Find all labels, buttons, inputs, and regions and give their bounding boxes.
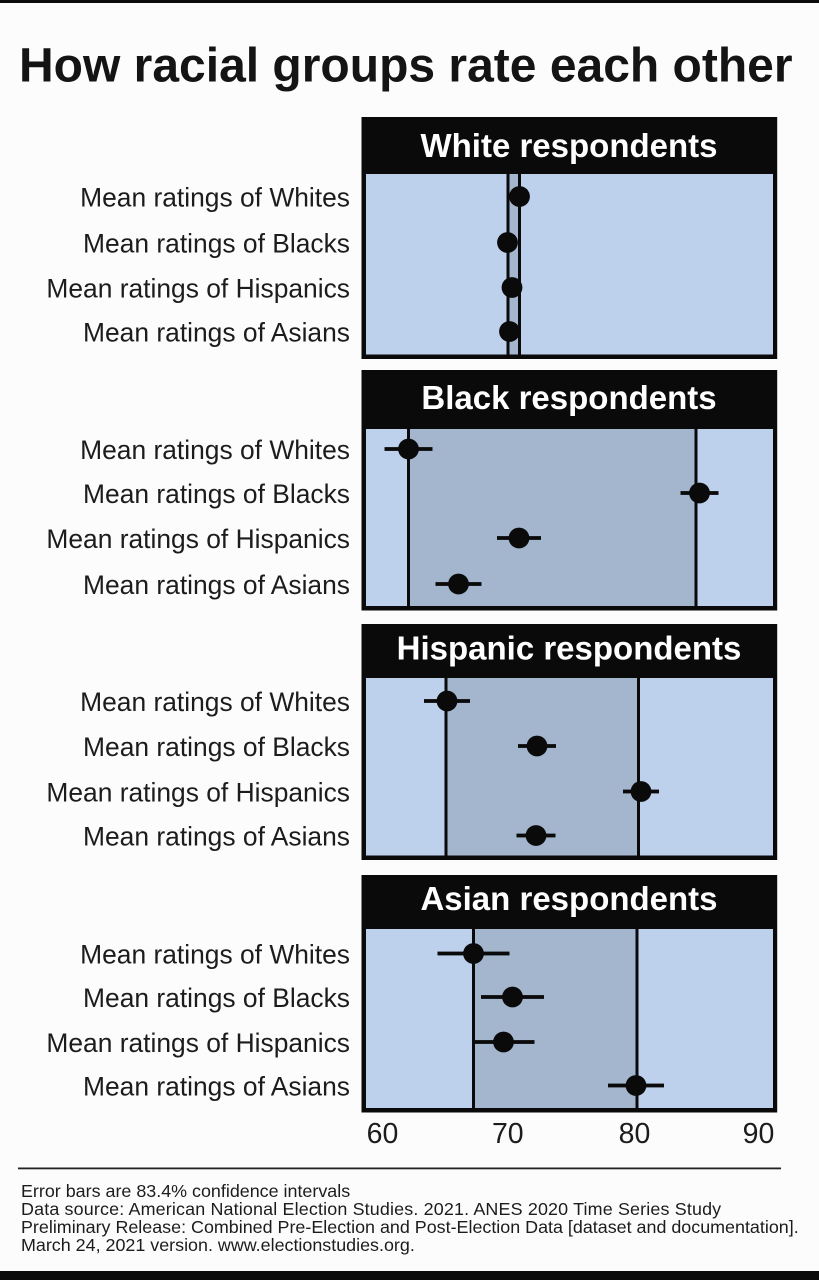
svg-text:March 24, 2021 version. www.el: March 24, 2021 version. www.electionstud… — [21, 1235, 415, 1255]
svg-text:Mean ratings of Asians: Mean ratings of Asians — [83, 318, 350, 348]
svg-text:80: 80 — [619, 1118, 651, 1150]
svg-text:Mean ratings of Whites: Mean ratings of Whites — [80, 687, 350, 717]
svg-text:Data source: American National: Data source: American National Election … — [21, 1199, 721, 1219]
svg-text:Black respondents: Black respondents — [421, 379, 716, 416]
svg-text:Mean ratings of Whites: Mean ratings of Whites — [80, 183, 350, 213]
svg-text:White respondents: White respondents — [420, 127, 717, 164]
svg-text:Mean ratings of Blacks: Mean ratings of Blacks — [83, 983, 350, 1013]
svg-text:Mean ratings of Hispanics: Mean ratings of Hispanics — [46, 778, 350, 808]
svg-text:Mean ratings of Whites: Mean ratings of Whites — [80, 435, 350, 465]
svg-text:70: 70 — [492, 1118, 524, 1150]
svg-text:Mean ratings of Hispanics: Mean ratings of Hispanics — [46, 274, 350, 304]
svg-text:Hispanic respondents: Hispanic respondents — [397, 630, 742, 667]
svg-text:Mean ratings of Asians: Mean ratings of Asians — [83, 1072, 350, 1102]
svg-text:How racial groups rate each ot: How racial groups rate each other — [19, 40, 793, 93]
svg-text:Mean ratings of Blacks: Mean ratings of Blacks — [83, 479, 350, 509]
svg-text:Mean ratings of Blacks: Mean ratings of Blacks — [83, 229, 350, 259]
svg-text:Preliminary Release: Combined: Preliminary Release: Combined Pre-Electi… — [21, 1217, 799, 1237]
svg-text:Asian respondents: Asian respondents — [420, 880, 717, 917]
svg-text:Error bars are 83.4% confidenc: Error bars are 83.4% confidence interval… — [21, 1181, 350, 1201]
svg-text:Mean ratings of Blacks: Mean ratings of Blacks — [83, 732, 350, 762]
svg-text:Mean ratings of Asians: Mean ratings of Asians — [83, 822, 350, 852]
svg-text:60: 60 — [367, 1118, 399, 1150]
svg-text:Mean ratings of Hispanics: Mean ratings of Hispanics — [46, 524, 350, 554]
svg-text:Mean ratings of Hispanics: Mean ratings of Hispanics — [46, 1028, 350, 1058]
svg-text:90: 90 — [743, 1118, 775, 1150]
svg-text:Mean ratings of Whites: Mean ratings of Whites — [80, 940, 350, 970]
svg-text:Mean ratings of Asians: Mean ratings of Asians — [83, 570, 350, 600]
